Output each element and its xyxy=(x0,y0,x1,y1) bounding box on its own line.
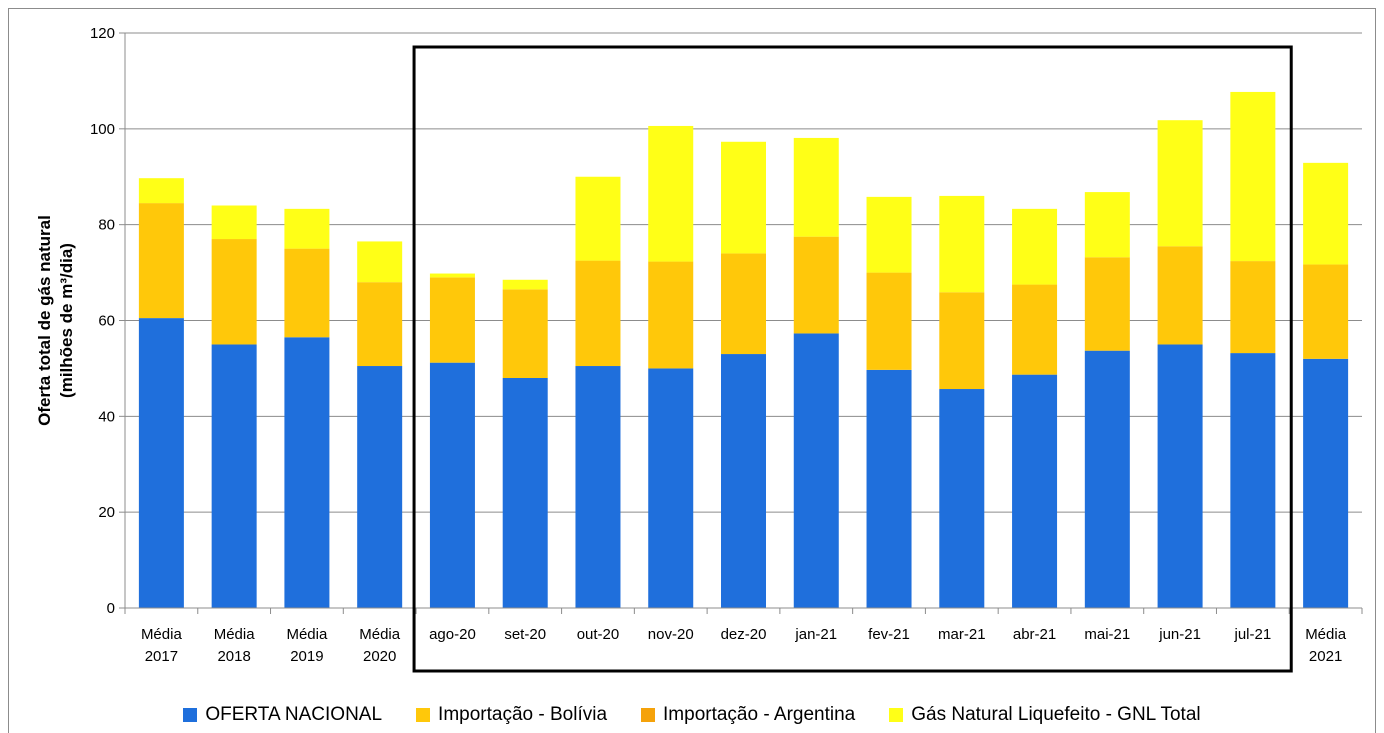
bar-segment-1 xyxy=(1230,261,1276,354)
legend-swatch xyxy=(889,708,904,722)
x-tick-label: 2018 xyxy=(217,648,250,665)
y-tick-label: 20 xyxy=(98,504,115,521)
y-tick-label: 120 xyxy=(90,25,115,42)
bar-segment-1 xyxy=(866,272,912,370)
bar-segment-0 xyxy=(357,366,403,608)
bar-segment-0 xyxy=(1012,374,1058,608)
bar-segment-1 xyxy=(211,239,257,345)
y-tick-label: 0 xyxy=(107,600,115,617)
bar-segment-0 xyxy=(939,389,985,608)
bar-segment-3 xyxy=(1303,162,1349,265)
legend-label: Importação - Bolívia xyxy=(438,704,608,725)
bar-segment-3 xyxy=(793,137,839,237)
legend-label: Gás Natural Liquefeito - GNL Total xyxy=(911,704,1201,725)
bar-segment-3 xyxy=(502,279,548,290)
x-tick-label: 2020 xyxy=(363,648,396,665)
bar-segment-1 xyxy=(1303,264,1349,359)
y-axis-label: (milhões de m³/dia) xyxy=(57,243,76,398)
x-tick-label: Média xyxy=(1305,626,1347,643)
bar-segment-1 xyxy=(1012,284,1058,375)
legend-item: Gás Natural Liquefeito - GNL Total xyxy=(889,704,1201,726)
x-tick-label: Média xyxy=(141,626,183,643)
bar-segment-1 xyxy=(575,260,621,367)
bar-segment-0 xyxy=(1230,353,1276,608)
legend-label: Importação - Argentina xyxy=(663,704,856,725)
bar-segment-3 xyxy=(648,125,694,262)
x-tick-label: jun-21 xyxy=(1158,626,1201,643)
y-tick-label: 60 xyxy=(98,313,115,330)
bar-segment-1 xyxy=(284,248,330,338)
bar-segment-3 xyxy=(866,196,912,273)
y-axis-label: Oferta total de gás natural xyxy=(35,215,54,426)
bar-segment-1 xyxy=(648,261,694,369)
bar-segment-1 xyxy=(502,289,548,378)
bar-segment-1 xyxy=(1084,257,1130,351)
chart-frame xyxy=(8,8,1376,733)
bar-segment-1 xyxy=(1157,246,1203,345)
legend-swatch xyxy=(416,708,431,722)
bar-segment-1 xyxy=(793,236,839,334)
x-tick-label: nov-20 xyxy=(648,626,694,643)
x-tick-label: 2017 xyxy=(145,648,178,665)
bar-segment-3 xyxy=(1157,120,1203,247)
bar-segment-0 xyxy=(429,362,475,608)
legend-swatch xyxy=(641,708,656,722)
bar-segment-3 xyxy=(357,241,403,283)
bar-segment-0 xyxy=(211,344,257,608)
bar-segment-3 xyxy=(721,141,766,254)
y-tick-label: 100 xyxy=(90,121,115,138)
bar-segment-1 xyxy=(721,253,766,355)
bar-segment-3 xyxy=(1084,192,1130,258)
bar-segment-0 xyxy=(1084,350,1130,608)
stacked-bar-chart: 0 20 40 60 80 100 120 Oferta total de gás natur… xyxy=(35,25,1363,673)
bar-segment-3 xyxy=(939,195,985,293)
bar-segment-1 xyxy=(939,292,985,390)
y-tick-label: 40 xyxy=(98,408,115,425)
bar-segment-3 xyxy=(284,208,330,249)
x-tick-label: jan-21 xyxy=(794,626,837,643)
bar-segment-0 xyxy=(721,354,766,608)
x-tick-label: Média xyxy=(286,626,328,643)
bar-segment-0 xyxy=(502,378,548,608)
x-tick-label: mar-21 xyxy=(938,626,986,643)
y-tick-label: 80 xyxy=(98,217,115,234)
x-tick-label: out-20 xyxy=(577,626,620,643)
legend-item: OFERTA NACIONAL xyxy=(183,704,382,726)
bar-segment-1 xyxy=(138,203,184,319)
legend-item: Importação - Argentina xyxy=(641,704,855,726)
x-tick-label: mai-21 xyxy=(1084,626,1130,643)
x-tick-label: Média xyxy=(359,626,401,643)
x-tick-label: jul-21 xyxy=(1234,626,1272,643)
x-tick-label: dez-20 xyxy=(721,626,767,643)
x-tick-label: 2019 xyxy=(290,648,323,665)
bar-segment-0 xyxy=(793,333,839,608)
bar-segment-0 xyxy=(648,368,694,608)
bar-segment-3 xyxy=(138,178,184,204)
legend-item: Importação - Bolívia xyxy=(416,704,607,726)
bar-segment-0 xyxy=(284,337,330,608)
bar-segment-3 xyxy=(211,205,257,240)
bar-segment-3 xyxy=(1012,208,1058,285)
bar-segment-1 xyxy=(429,277,475,363)
bar-segment-3 xyxy=(575,176,621,261)
bar-segment-0 xyxy=(866,369,912,608)
legend-label: OFERTA NACIONAL xyxy=(205,704,383,725)
x-tick-label: 2021 xyxy=(1309,648,1342,665)
bar-segment-0 xyxy=(138,318,184,608)
bar-segment-0 xyxy=(1157,344,1203,608)
x-tick-label: ago-20 xyxy=(429,626,476,643)
x-tick-label: abr-21 xyxy=(1013,626,1056,643)
bar-segment-3 xyxy=(1230,91,1276,262)
highlight-box xyxy=(412,45,1293,673)
x-tick-label: Média xyxy=(214,626,256,643)
x-tick-label: set-20 xyxy=(504,626,546,643)
bar-segment-1 xyxy=(357,282,403,367)
legend-swatch xyxy=(183,708,198,722)
bar-segment-3 xyxy=(429,273,475,278)
bar-segment-0 xyxy=(575,366,621,608)
chart-legend: OFERTA NACIONAL Importação - Bolívia Impor… xyxy=(0,700,1384,730)
x-tick-label: fev-21 xyxy=(868,626,910,643)
bar-segment-0 xyxy=(1303,358,1349,608)
